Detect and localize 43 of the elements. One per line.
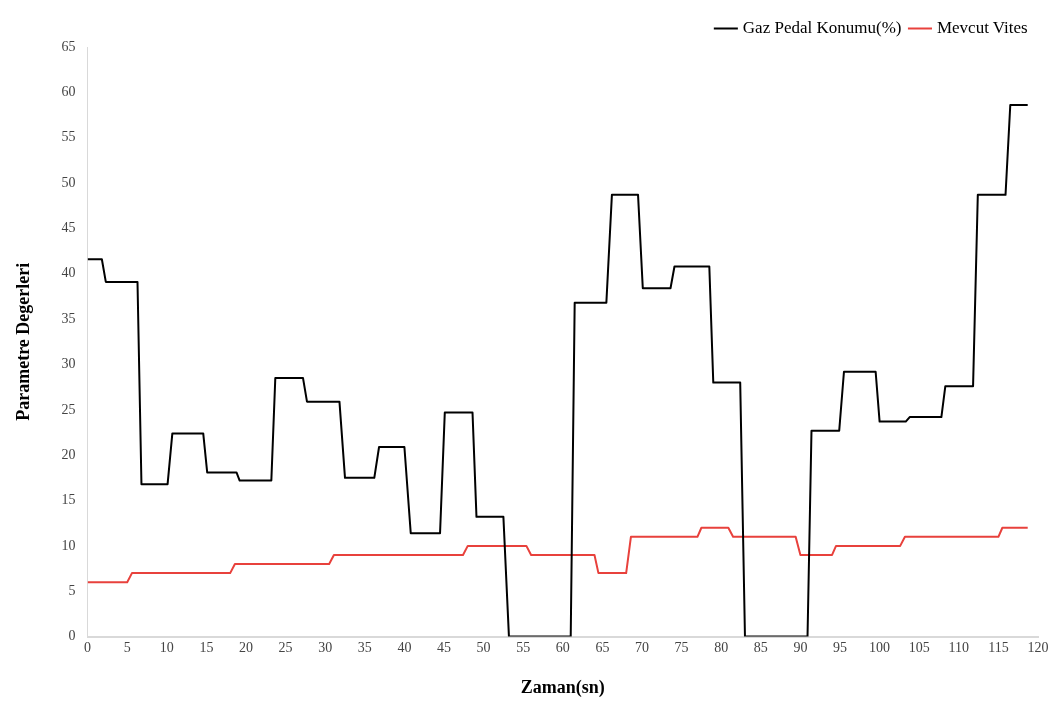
- x-tick-label: 85: [753, 639, 768, 655]
- y-tick-label: 40: [61, 265, 76, 281]
- x-tick-label: 120: [1027, 639, 1049, 655]
- x-tick-label: 55: [516, 639, 531, 655]
- y-tick-label: 65: [61, 38, 76, 54]
- x-tick-label: 50: [476, 639, 491, 655]
- x-tick-label: 15: [199, 639, 214, 655]
- y-tick-label: 30: [61, 356, 76, 372]
- y-tick-label: 60: [61, 84, 76, 100]
- y-tick-label: 15: [61, 492, 76, 508]
- y-tick-label: 0: [68, 628, 76, 644]
- x-tick-label: 105: [908, 639, 930, 655]
- y-tick-label: 25: [61, 401, 76, 417]
- x-tick-label: 100: [869, 639, 891, 655]
- y-tick-label: 35: [61, 310, 76, 326]
- x-tick-label: 95: [833, 639, 847, 655]
- y-tick-label: 10: [61, 537, 76, 553]
- x-tick-label: 45: [437, 639, 451, 655]
- x-tick-label: 10: [159, 639, 174, 655]
- legend-label: Gaz Pedal Konumu(%): [742, 17, 902, 37]
- x-tick-label: 75: [674, 639, 689, 655]
- x-tick-label: 90: [793, 639, 808, 655]
- x-tick-label: 80: [714, 639, 729, 655]
- x-tick-label: 40: [397, 639, 412, 655]
- x-tick-label: 65: [595, 639, 610, 655]
- x-tick-label: 30: [318, 639, 333, 655]
- x-axis-title: Zaman(sn): [520, 676, 605, 698]
- x-tick-label: 20: [239, 639, 253, 655]
- y-tick-label: 45: [61, 220, 76, 236]
- x-tick-label: 60: [555, 639, 570, 655]
- x-tick-label: 0: [84, 639, 92, 655]
- y-axis-title: Parametre Degerleri: [13, 262, 34, 421]
- y-tick-label: 50: [61, 174, 76, 190]
- x-tick-label: 25: [278, 639, 293, 655]
- legend-label: Mevcut Vites: [936, 17, 1028, 37]
- x-tick-label: 70: [635, 639, 649, 655]
- x-tick-label: 35: [357, 639, 372, 655]
- y-tick-label: 55: [61, 129, 76, 145]
- x-tick-label: 115: [988, 639, 1009, 655]
- x-tick-label: 5: [123, 639, 131, 655]
- y-tick-label: 20: [61, 446, 76, 462]
- y-tick-label: 5: [68, 582, 76, 598]
- x-tick-label: 110: [948, 639, 970, 655]
